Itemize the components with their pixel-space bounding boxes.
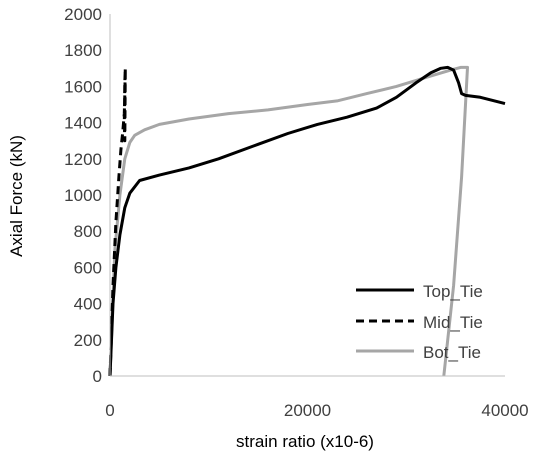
series-line-top-tie (108, 65, 506, 377)
y-tick-label: 1200 (64, 150, 102, 169)
legend: Top_Tie Mid_Tie Bot_Tie (356, 282, 483, 362)
y-tick-label: 1800 (64, 41, 102, 60)
y-tick-label: 200 (74, 331, 102, 350)
y-tick-label: 1400 (64, 114, 102, 133)
x-tick-label: 20000 (284, 401, 331, 420)
y-tick-label: 800 (74, 222, 102, 241)
y-axis-title: Axial Force (kN) (7, 135, 26, 257)
x-axis-title: strain ratio (x10-6) (236, 432, 374, 451)
y-tick-label: 1000 (64, 186, 102, 205)
legend-label-mid-tie: Mid_Tie (423, 313, 483, 332)
y-tick-label: 400 (74, 295, 102, 314)
series-layer (108, 65, 506, 377)
x-tick-label: 0 (105, 401, 114, 420)
y-tick-label: 1600 (64, 77, 102, 96)
y-tick-label: 2000 (64, 5, 102, 24)
x-tick-label: 40000 (481, 401, 528, 420)
series-line-bot-tie (108, 65, 469, 377)
legend-label-bot-tie: Bot_Tie (423, 343, 481, 362)
y-tick-label: 600 (74, 258, 102, 277)
y-tick-label: 0 (93, 367, 102, 386)
legend-label-top-tie: Top_Tie (423, 282, 483, 301)
series-line-mid-tie (108, 66, 127, 377)
